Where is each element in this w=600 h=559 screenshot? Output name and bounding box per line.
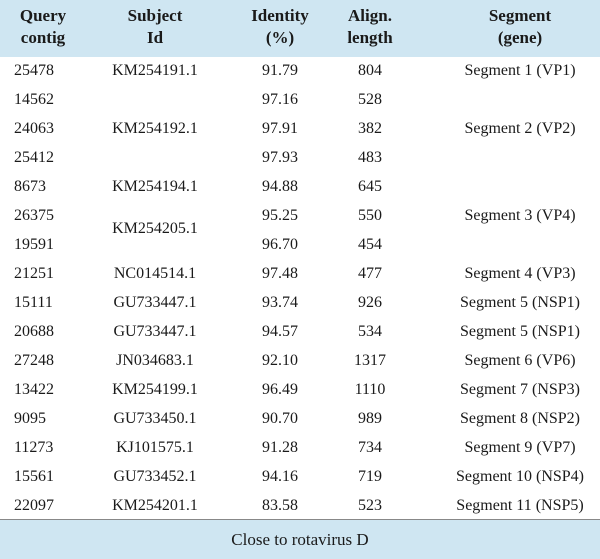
cell-subject-id: KM254199.1 bbox=[112, 381, 198, 398]
cell-query-contig: 22097 bbox=[14, 497, 54, 514]
table-row: 26375 95.25 550 bbox=[0, 203, 600, 229]
cell-identity: 96.49 bbox=[262, 381, 298, 398]
cell-align-length: 528 bbox=[358, 91, 382, 108]
cell-query-contig: 9095 bbox=[14, 410, 46, 427]
cell-align-length: 645 bbox=[358, 178, 382, 195]
header-identity: Identity (%) bbox=[251, 6, 309, 47]
cell-query-contig: 8673 bbox=[14, 178, 46, 195]
table-row: 27248 JN034683.1 92.10 1317 Segment 6 (V… bbox=[0, 348, 600, 374]
cell-subject-id: JN034683.1 bbox=[116, 352, 194, 369]
table-row: 22097 KM254201.1 83.58 523 Segment 11 (N… bbox=[0, 493, 600, 519]
table-footer: Close to rotavirus D bbox=[0, 520, 600, 559]
cell-subject-id-merged: KM254192.1 bbox=[112, 120, 198, 137]
cell-identity: 83.58 bbox=[262, 497, 298, 514]
cell-identity: 97.93 bbox=[262, 149, 298, 166]
cell-query-contig: 27248 bbox=[14, 352, 54, 369]
table-row: 13422 KM254199.1 96.49 1110 Segment 7 (N… bbox=[0, 377, 600, 403]
cell-subject-id: GU733452.1 bbox=[113, 468, 197, 485]
cell-subject-id-merged: KM254205.1 bbox=[112, 220, 198, 237]
cell-subject-id-merged: KM254194.1 bbox=[112, 178, 198, 195]
header-align-length: Align. length bbox=[347, 6, 393, 47]
cell-identity: 90.70 bbox=[262, 410, 298, 427]
table-row: 24063 97.91 382 bbox=[0, 116, 600, 142]
cell-segment-gene: Segment 7 (NSP3) bbox=[460, 381, 580, 398]
cell-query-contig: 21251 bbox=[14, 265, 54, 282]
cell-query-contig: 15561 bbox=[14, 468, 54, 485]
cell-identity: 91.79 bbox=[262, 62, 298, 79]
table-row: 20688 GU733447.1 94.57 534 Segment 5 (NS… bbox=[0, 319, 600, 345]
table-header: Query contig Subject Id Identity (%) Ali… bbox=[0, 0, 600, 57]
cell-identity: 97.16 bbox=[262, 91, 298, 108]
cell-query-contig: 24063 bbox=[14, 120, 54, 137]
cell-align-length: 477 bbox=[358, 265, 382, 282]
table-row: 15561 GU733452.1 94.16 719 Segment 10 (N… bbox=[0, 464, 600, 490]
cell-segment-gene-merged: Segment 2 (VP2) bbox=[464, 120, 576, 137]
cell-identity: 97.91 bbox=[262, 120, 298, 137]
cell-subject-id-merged: KM254191.1 bbox=[112, 62, 198, 79]
cell-query-contig: 13422 bbox=[14, 381, 54, 398]
cell-query-contig: 25478 bbox=[14, 62, 54, 79]
cell-identity: 95.25 bbox=[262, 207, 298, 224]
cell-query-contig: 19591 bbox=[14, 236, 54, 253]
cell-align-length: 804 bbox=[358, 62, 382, 79]
header-subject-id: Subject Id bbox=[127, 6, 183, 47]
cell-subject-id: KJ101575.1 bbox=[116, 439, 194, 456]
cell-segment-gene: Segment 5 (NSP1) bbox=[460, 323, 580, 340]
cell-segment-gene: Segment 9 (VP7) bbox=[464, 439, 576, 456]
cell-subject-id: GU733447.1 bbox=[113, 294, 197, 311]
cell-subject-id: GU733450.1 bbox=[113, 410, 197, 427]
cell-align-length: 926 bbox=[358, 294, 382, 311]
cell-query-contig: 14562 bbox=[14, 91, 54, 108]
cell-segment-gene-merged: Segment 1 (VP1) bbox=[464, 62, 576, 79]
cell-identity: 91.28 bbox=[262, 439, 298, 456]
cell-identity: 94.16 bbox=[262, 468, 298, 485]
cell-segment-gene: Segment 5 (NSP1) bbox=[460, 294, 580, 311]
table-row: 19591 96.70 454 bbox=[0, 232, 600, 258]
cell-identity: 93.74 bbox=[262, 294, 298, 311]
cell-align-length: 523 bbox=[358, 497, 382, 514]
cell-query-contig: 20688 bbox=[14, 323, 54, 340]
cell-identity: 94.88 bbox=[262, 178, 298, 195]
cell-query-contig: 25412 bbox=[14, 149, 54, 166]
table-row: 14562 97.16 528 bbox=[0, 87, 600, 113]
cell-identity: 97.48 bbox=[262, 265, 298, 282]
cell-align-length: 483 bbox=[358, 149, 382, 166]
cell-segment-gene: Segment 4 (VP3) bbox=[464, 265, 576, 282]
cell-identity: 94.57 bbox=[262, 323, 298, 340]
cell-align-length: 534 bbox=[358, 323, 382, 340]
header-segment-gene: Segment (gene) bbox=[488, 6, 552, 47]
table-row: 8673 94.88 645 bbox=[0, 174, 600, 200]
cell-identity: 92.10 bbox=[262, 352, 298, 369]
cell-segment-gene: Segment 11 (NSP5) bbox=[456, 497, 584, 514]
footer-divider bbox=[0, 519, 600, 520]
cell-align-length: 1317 bbox=[354, 352, 386, 369]
table-row: 15111 GU733447.1 93.74 926 Segment 5 (NS… bbox=[0, 290, 600, 316]
cell-align-length: 989 bbox=[358, 410, 382, 427]
cell-segment-gene: Segment 6 (VP6) bbox=[464, 352, 576, 369]
cell-align-length: 1110 bbox=[354, 381, 386, 398]
cell-segment-gene: Segment 8 (NSP2) bbox=[460, 410, 580, 427]
cell-align-length: 454 bbox=[358, 236, 382, 253]
cell-query-contig: 15111 bbox=[14, 294, 53, 311]
table-row: 25412 97.93 483 bbox=[0, 145, 600, 171]
cell-align-length: 382 bbox=[358, 120, 382, 137]
cell-align-length: 550 bbox=[358, 207, 382, 224]
cell-query-contig: 26375 bbox=[14, 207, 54, 224]
cell-subject-id: KM254201.1 bbox=[112, 497, 198, 514]
cell-identity: 96.70 bbox=[262, 236, 298, 253]
table-row: 21251 NC014514.1 97.48 477 Segment 4 (VP… bbox=[0, 261, 600, 287]
header-query-contig: Query contig bbox=[19, 6, 67, 47]
table-row: 9095 GU733450.1 90.70 989 Segment 8 (NSP… bbox=[0, 406, 600, 432]
table-row: 11273 KJ101575.1 91.28 734 Segment 9 (VP… bbox=[0, 435, 600, 461]
cell-query-contig: 11273 bbox=[14, 439, 54, 456]
cell-align-length: 719 bbox=[358, 468, 382, 485]
cell-segment-gene: Segment 10 (NSP4) bbox=[456, 468, 584, 485]
cell-subject-id: GU733447.1 bbox=[113, 323, 197, 340]
cell-subject-id: NC014514.1 bbox=[113, 265, 197, 282]
cell-align-length: 734 bbox=[358, 439, 382, 456]
cell-segment-gene-merged: Segment 3 (VP4) bbox=[464, 207, 576, 224]
table-row: 25478 91.79 804 bbox=[0, 58, 600, 84]
